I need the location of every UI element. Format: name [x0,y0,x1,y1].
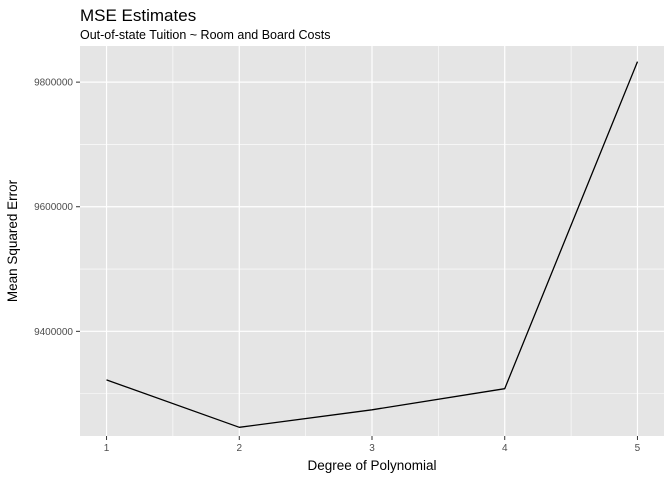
axis-ticks [76,81,638,440]
y-tick-label: 9800000 [34,78,73,89]
x-tick-label: 4 [502,443,508,454]
mse-line [106,61,639,428]
chart-subtitle: Out-of-state Tuition ~ Room and Board Co… [80,28,330,42]
chart-title: MSE Estimates [80,6,196,25]
x-axis-title: Degree of Polynomial [307,458,436,473]
y-tick-label: 9600000 [34,202,73,213]
x-tick-label: 1 [104,443,110,454]
y-tick-labels: 9400000 9600000 9800000 [34,78,73,338]
x-tick-label: 5 [635,443,641,454]
x-tick-labels: 1 2 3 4 5 [104,443,641,454]
x-tick-label: 2 [236,443,242,454]
major-gridlines [80,46,664,436]
y-tick-label: 9400000 [34,327,73,338]
y-axis-title: Mean Squared Error [5,179,20,302]
series-lines [106,61,639,428]
x-tick-label: 3 [369,443,375,454]
